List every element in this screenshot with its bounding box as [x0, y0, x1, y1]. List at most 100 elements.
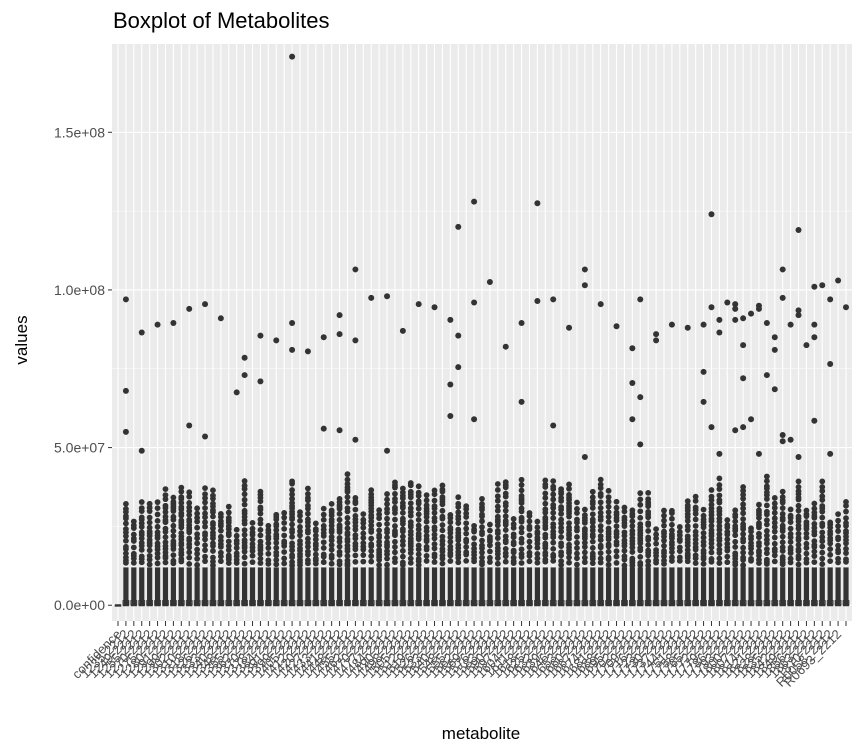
- outlier-point: [336, 495, 343, 502]
- outlier-point: [518, 514, 525, 521]
- outlier-point: [384, 506, 390, 513]
- outlier-point: [835, 534, 841, 541]
- outlier-point: [787, 544, 794, 551]
- outlier-point: [225, 547, 232, 553]
- outlier-dense-column: [693, 567, 699, 606]
- outlier-point: [352, 540, 359, 547]
- outlier-point: [352, 512, 359, 519]
- outlier-point: [494, 513, 501, 520]
- outlier-point: [795, 530, 802, 537]
- outlier-point-high: [732, 301, 739, 308]
- outlier-dense-column: [455, 567, 461, 606]
- outlier-dense-column: [487, 567, 493, 606]
- outlier-dense-column: [542, 567, 548, 606]
- outlier-point: [146, 524, 153, 531]
- outlier-point: [669, 521, 675, 528]
- outlier-point: [352, 495, 359, 501]
- outlier-point: [328, 546, 335, 553]
- outlier-point: [494, 535, 501, 542]
- outlier-point: [763, 502, 770, 509]
- outlier-point: [312, 520, 319, 527]
- outlier-point: [526, 558, 533, 565]
- outlier-point: [210, 487, 216, 494]
- outlier-dense-column: [234, 567, 240, 606]
- outlier-point: [589, 494, 596, 501]
- outlier-point-high: [447, 413, 454, 420]
- outlier-point: [716, 515, 723, 522]
- outlier-point: [661, 512, 667, 519]
- outlier-point: [526, 518, 533, 525]
- outlier-point: [692, 516, 699, 523]
- outlier-point: [479, 511, 485, 518]
- outlier-point-high: [716, 329, 723, 336]
- outlier-point: [384, 539, 390, 546]
- outlier-point: [162, 486, 169, 492]
- outlier-point-high: [755, 305, 762, 312]
- outlier-point: [597, 523, 604, 529]
- outlier-point: [123, 543, 129, 550]
- outlier-point: [763, 478, 770, 484]
- outlier-point: [281, 538, 288, 545]
- outlier-point: [740, 516, 747, 522]
- outlier-point-high: [241, 354, 248, 361]
- outlier-point: [328, 526, 335, 533]
- outlier-point: [494, 497, 501, 504]
- outlier-point: [700, 560, 707, 567]
- outlier-point: [447, 512, 454, 518]
- outlier-point: [763, 517, 770, 524]
- outlier-point: [320, 545, 327, 551]
- outlier-point: [273, 527, 280, 534]
- outlier-point: [487, 533, 493, 540]
- outlier-point: [605, 514, 612, 520]
- outlier-point: [605, 519, 612, 525]
- outlier-point-high: [700, 368, 707, 375]
- outlier-dense-column: [511, 567, 517, 606]
- outlier-point: [305, 491, 311, 497]
- outlier-point-high: [336, 312, 343, 319]
- outlier-point-high: [202, 301, 209, 308]
- outlier-point: [684, 498, 691, 505]
- outlier-point: [542, 490, 549, 497]
- outlier-point: [748, 525, 754, 532]
- outlier-point-high: [795, 227, 802, 234]
- outlier-dense-column: [835, 567, 841, 606]
- outlier-point: [392, 549, 398, 556]
- outlier-point: [273, 549, 280, 556]
- outlier-point: [771, 528, 778, 535]
- outlier-point: [692, 497, 699, 504]
- outlier-point: [708, 544, 715, 551]
- outlier-point: [653, 531, 659, 538]
- outlier-point: [605, 561, 612, 568]
- outlier-point: [297, 523, 303, 530]
- outlier-point: [763, 473, 770, 480]
- outlier-dense-column: [716, 567, 722, 606]
- outlier-dense-column: [313, 567, 319, 606]
- outlier-point: [795, 535, 802, 541]
- outlier-point: [581, 539, 588, 546]
- outlier-point-high: [613, 323, 620, 330]
- outlier-point: [621, 553, 628, 560]
- outlier-point: [154, 511, 161, 518]
- outlier-point-high: [304, 348, 311, 355]
- outlier-point-high: [771, 386, 778, 393]
- outlier-point: [297, 538, 303, 544]
- outlier-point: [708, 501, 715, 508]
- outlier-point: [621, 537, 628, 544]
- outlier-point: [724, 536, 731, 543]
- outlier-dense-column: [416, 567, 422, 606]
- outlier-point: [779, 511, 786, 517]
- outlier-point: [368, 558, 375, 565]
- outlier-dense-column: [336, 567, 343, 606]
- outlier-point: [249, 552, 256, 559]
- outlier-point: [225, 543, 232, 549]
- outlier-point: [645, 534, 652, 541]
- outlier-dense-column: [170, 567, 176, 606]
- outlier-point: [162, 496, 169, 503]
- outlier-point-high: [708, 211, 715, 218]
- outlier-point: [795, 546, 802, 553]
- outlier-point: [281, 560, 288, 567]
- outlier-dense-column: [756, 567, 762, 606]
- outlier-point: [494, 503, 501, 510]
- outlier-point: [700, 547, 707, 554]
- outlier-point: [399, 547, 406, 554]
